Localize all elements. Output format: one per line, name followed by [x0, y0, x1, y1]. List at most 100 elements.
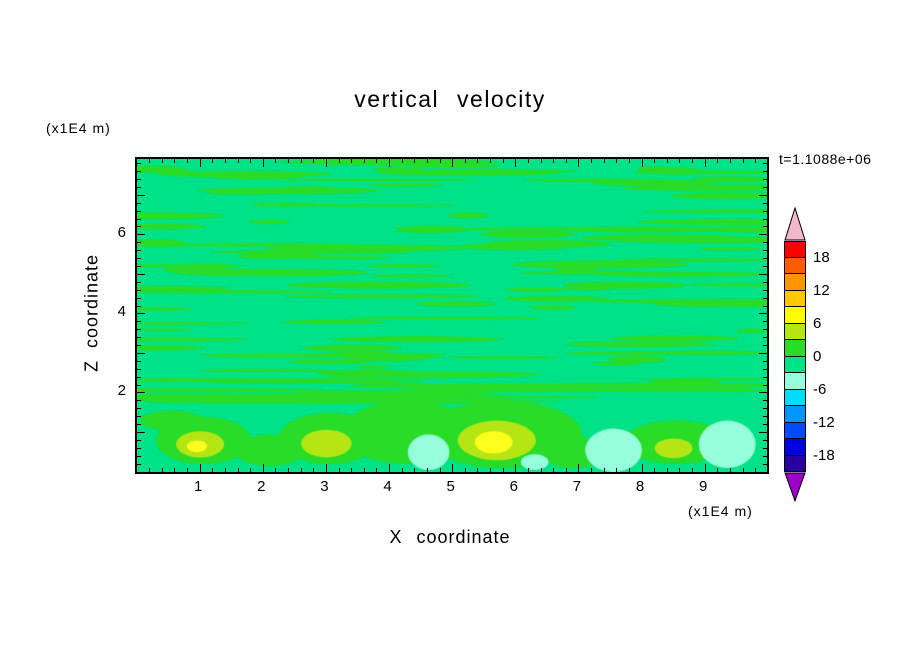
y-minor-tick: [763, 376, 767, 378]
y-minor-tick: [763, 218, 767, 220]
x-minor-tick: [603, 468, 605, 472]
x-minor-tick: [502, 159, 504, 163]
x-major-tick: [452, 464, 454, 472]
y-minor-tick: [763, 424, 767, 426]
colorbar-box: [784, 439, 806, 456]
y-minor-tick: [763, 171, 767, 173]
x-minor-tick: [338, 468, 340, 472]
y-minor-tick: [763, 455, 767, 457]
y-minor-tick: [137, 210, 141, 212]
x-major-tick: [704, 159, 706, 167]
x-minor-tick: [565, 468, 567, 472]
y-minor-tick: [763, 368, 767, 370]
x-minor-tick: [363, 468, 365, 472]
y-minor-tick: [137, 163, 141, 165]
y-tick-label: 4: [117, 302, 126, 320]
x-tick-label: 9: [698, 478, 708, 495]
y-major-tick: [759, 431, 767, 433]
y-minor-tick: [763, 408, 767, 410]
x-minor-tick: [224, 468, 226, 472]
x-minor-tick: [490, 468, 491, 472]
y-minor-tick: [137, 424, 141, 426]
x-minor-tick: [300, 468, 302, 472]
y-minor-tick: [137, 376, 141, 378]
x-minor-tick: [755, 468, 757, 472]
time-annotation: t=1.1088e+06: [779, 151, 872, 167]
x-minor-tick: [363, 159, 365, 163]
y-major-tick: [759, 194, 767, 196]
x-major-tick: [704, 464, 706, 472]
x-minor-tick: [616, 159, 618, 163]
x-major-tick: [262, 464, 264, 472]
x-minor-tick: [717, 468, 719, 472]
y-minor-tick: [763, 289, 767, 291]
contour-field-canvas: [137, 159, 767, 472]
x-minor-tick: [502, 468, 504, 472]
colorbar-under-arrow: [784, 472, 806, 502]
y-minor-tick: [137, 400, 141, 402]
x-minor-tick: [401, 159, 403, 163]
colorbar-label: 6: [813, 314, 822, 332]
colorbar-box: [784, 241, 806, 258]
y-minor-tick: [137, 321, 141, 323]
x-minor-tick: [692, 159, 693, 163]
x-minor-tick: [401, 468, 403, 472]
y-minor-tick: [763, 186, 767, 188]
chart-title: vertical velocity: [354, 86, 546, 112]
y-minor-tick: [137, 281, 141, 283]
x-tick-label: 1: [193, 478, 203, 495]
y-axis-unit-label: (x1E4 m): [46, 120, 111, 136]
y-minor-tick: [763, 242, 767, 244]
y-minor-tick: [763, 329, 767, 331]
y-minor-tick: [763, 179, 767, 181]
colorbar-box: [784, 455, 806, 472]
x-major-tick: [262, 159, 264, 167]
x-minor-tick: [161, 468, 163, 472]
x-minor-tick: [414, 159, 416, 163]
x-minor-tick: [527, 468, 529, 472]
x-minor-tick: [591, 159, 592, 163]
x-minor-tick: [149, 159, 151, 163]
x-minor-tick: [553, 468, 555, 472]
x-minor-tick: [174, 159, 176, 163]
colorbar-box: [784, 274, 806, 291]
y-minor-tick: [137, 171, 141, 173]
x-minor-tick: [540, 468, 542, 472]
plot-area: [135, 157, 769, 474]
y-major-tick: [759, 313, 767, 315]
y-minor-tick: [763, 210, 767, 212]
x-minor-tick: [755, 159, 757, 163]
y-tick-label: 6: [117, 223, 126, 241]
y-minor-tick: [763, 416, 767, 418]
y-minor-tick: [763, 384, 767, 386]
y-major-tick: [137, 313, 145, 315]
y-minor-tick: [137, 463, 141, 465]
x-tick-label: 7: [572, 478, 582, 495]
x-axis-label: X coordinate: [389, 527, 511, 547]
y-minor-tick: [137, 186, 141, 188]
x-minor-tick: [338, 159, 340, 163]
y-minor-tick: [137, 408, 141, 410]
y-major-tick: [759, 273, 767, 275]
x-minor-tick: [250, 468, 252, 472]
y-minor-tick: [137, 305, 141, 307]
y-minor-tick: [763, 463, 767, 465]
y-major-tick: [137, 194, 145, 196]
x-major-tick: [325, 464, 327, 472]
colorbar-label: -12: [813, 413, 835, 431]
y-tick-label: 2: [117, 381, 126, 399]
y-major-tick: [137, 352, 145, 354]
x-minor-tick: [628, 159, 630, 163]
colorbar-over-arrow: [784, 207, 806, 241]
x-minor-tick: [527, 159, 529, 163]
x-minor-tick: [313, 159, 315, 163]
x-minor-tick: [149, 468, 151, 472]
x-minor-tick: [540, 159, 542, 163]
colorbar-label: 0: [813, 347, 822, 365]
y-major-tick: [137, 234, 145, 236]
x-major-tick: [578, 159, 580, 167]
colorbar-box: [784, 422, 806, 439]
y-minor-tick: [763, 447, 767, 449]
x-minor-tick: [439, 468, 441, 472]
x-minor-tick: [426, 468, 428, 472]
